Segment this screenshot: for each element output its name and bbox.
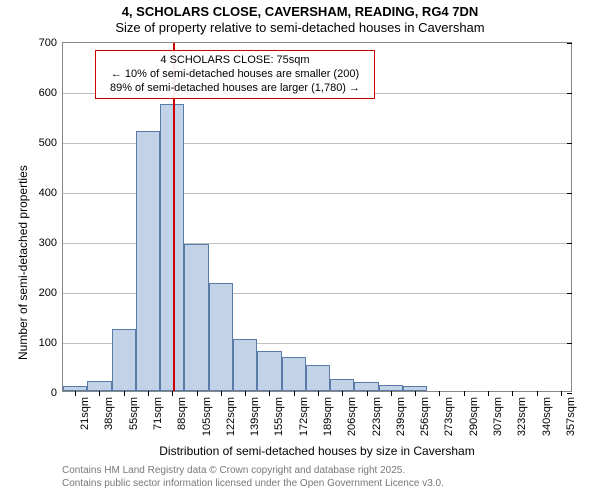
xtick-mark — [415, 391, 416, 396]
xtick-label: 122sqm — [225, 397, 237, 436]
xtick-label: 223sqm — [371, 397, 383, 436]
chart-title-block: 4, SCHOLARS CLOSE, CAVERSHAM, READING, R… — [0, 4, 600, 35]
xtick-mark — [269, 391, 270, 396]
ytick-mark — [567, 343, 572, 344]
xtick-label: 256sqm — [419, 397, 431, 436]
xtick-label: 172sqm — [298, 397, 310, 436]
xtick-label: 88sqm — [176, 397, 188, 430]
ytick-label: 200 — [39, 287, 57, 299]
xtick-label: 307sqm — [492, 397, 504, 436]
xtick-mark — [172, 391, 173, 396]
ytick-mark — [567, 393, 572, 394]
annotation-line2: ← 10% of semi-detached houses are smalle… — [102, 68, 368, 82]
xtick-mark — [561, 391, 562, 396]
chart-title-line2: Size of property relative to semi-detach… — [0, 20, 600, 35]
xtick-mark — [197, 391, 198, 396]
annotation-line3: 89% of semi-detached houses are larger (… — [102, 82, 368, 96]
xtick-mark — [367, 391, 368, 396]
histogram-bar — [282, 357, 306, 391]
histogram-bar — [233, 339, 257, 392]
xtick-label: 71sqm — [152, 397, 164, 430]
histogram-bar — [257, 351, 281, 391]
xtick-mark — [488, 391, 489, 396]
ytick-label: 600 — [39, 87, 57, 99]
histogram-bar — [330, 379, 354, 392]
ytick-label: 300 — [39, 237, 57, 249]
xtick-label: 323sqm — [516, 397, 528, 436]
xtick-mark — [245, 391, 246, 396]
xtick-mark — [537, 391, 538, 396]
xtick-label: 290sqm — [468, 397, 480, 436]
ytick-label: 100 — [39, 337, 57, 349]
histogram-bar — [87, 381, 111, 391]
xtick-label: 105sqm — [201, 397, 213, 436]
histogram-bar — [184, 244, 208, 392]
xtick-label: 189sqm — [322, 397, 334, 436]
xtick-label: 21sqm — [79, 397, 91, 430]
xtick-mark — [464, 391, 465, 396]
ytick-mark — [567, 293, 572, 294]
ytick-mark — [567, 93, 572, 94]
ytick-label: 400 — [39, 187, 57, 199]
x-axis-label: Distribution of semi-detached houses by … — [62, 444, 572, 458]
xtick-label: 273sqm — [443, 397, 455, 436]
ytick-mark — [567, 193, 572, 194]
xtick-mark — [391, 391, 392, 396]
histogram-bar — [112, 329, 136, 392]
xtick-label: 139sqm — [249, 397, 261, 436]
chart-title-line1: 4, SCHOLARS CLOSE, CAVERSHAM, READING, R… — [0, 4, 600, 19]
annotation-line1: 4 SCHOLARS CLOSE: 75sqm — [102, 54, 368, 68]
xtick-mark — [439, 391, 440, 396]
xtick-label: 206sqm — [346, 397, 358, 436]
histogram-bar — [306, 365, 330, 391]
xtick-mark — [512, 391, 513, 396]
histogram-bar — [136, 131, 160, 391]
annotation-box: 4 SCHOLARS CLOSE: 75sqm ← 10% of semi-de… — [95, 50, 375, 99]
xtick-label: 239sqm — [395, 397, 407, 436]
xtick-mark — [99, 391, 100, 396]
footnote-line2: Contains public sector information licen… — [62, 478, 444, 491]
xtick-mark — [75, 391, 76, 396]
footnote-line1: Contains HM Land Registry data © Crown c… — [62, 465, 444, 478]
ytick-mark — [567, 243, 572, 244]
xtick-mark — [221, 391, 222, 396]
xtick-label: 38sqm — [103, 397, 115, 430]
xtick-mark — [318, 391, 319, 396]
ytick-mark — [567, 43, 572, 44]
footnote: Contains HM Land Registry data © Crown c… — [62, 465, 444, 490]
ytick-label: 500 — [39, 137, 57, 149]
xtick-label: 55sqm — [128, 397, 140, 430]
xtick-mark — [294, 391, 295, 396]
xtick-label: 357sqm — [565, 397, 577, 436]
histogram-bar — [354, 382, 378, 391]
ytick-label: 0 — [51, 387, 57, 399]
xtick-label: 340sqm — [541, 397, 553, 436]
y-axis-label: Number of semi-detached properties — [16, 165, 30, 360]
histogram-bar — [209, 283, 233, 392]
ytick-label: 700 — [39, 37, 57, 49]
xtick-mark — [148, 391, 149, 396]
xtick-mark — [342, 391, 343, 396]
ytick-mark — [567, 143, 572, 144]
xtick-mark — [124, 391, 125, 396]
xtick-label: 155sqm — [273, 397, 285, 436]
